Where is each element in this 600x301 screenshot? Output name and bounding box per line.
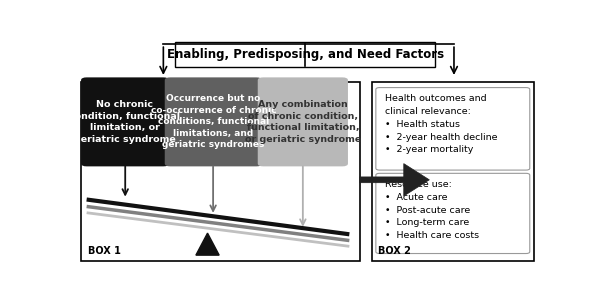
- Text: No chronic
condition, functional
limitation, or
geriatric syndrome: No chronic condition, functional limitat…: [70, 100, 181, 144]
- Text: Resource use:
•  Acute care
•  Post-acute care
•  Long-term care
•  Health care : Resource use: • Acute care • Post-acute …: [385, 180, 479, 240]
- FancyBboxPatch shape: [376, 173, 530, 253]
- Text: Health outcomes and
clinical relevance:
•  Health status
•  2-year health declin: Health outcomes and clinical relevance: …: [385, 94, 497, 154]
- FancyBboxPatch shape: [165, 77, 262, 166]
- FancyBboxPatch shape: [175, 42, 436, 67]
- Text: BOX 1: BOX 1: [88, 246, 121, 256]
- FancyBboxPatch shape: [81, 82, 359, 261]
- Text: Enabling, Predisposing, and Need Factors: Enabling, Predisposing, and Need Factors: [167, 48, 444, 61]
- FancyBboxPatch shape: [81, 77, 169, 166]
- Text: Occurrence but no
co-occurrence of chronic
conditions, functional
limitations, a: Occurrence but no co-occurrence of chron…: [151, 95, 276, 149]
- FancyBboxPatch shape: [376, 88, 530, 170]
- FancyBboxPatch shape: [258, 77, 348, 166]
- Text: BOX 2: BOX 2: [378, 246, 411, 256]
- FancyBboxPatch shape: [371, 82, 534, 261]
- Polygon shape: [196, 233, 219, 255]
- Text: Any combination
of chronic condition,
functional limitation,
or geriatric syndro: Any combination of chronic condition, fu…: [245, 100, 361, 144]
- Polygon shape: [359, 164, 430, 196]
